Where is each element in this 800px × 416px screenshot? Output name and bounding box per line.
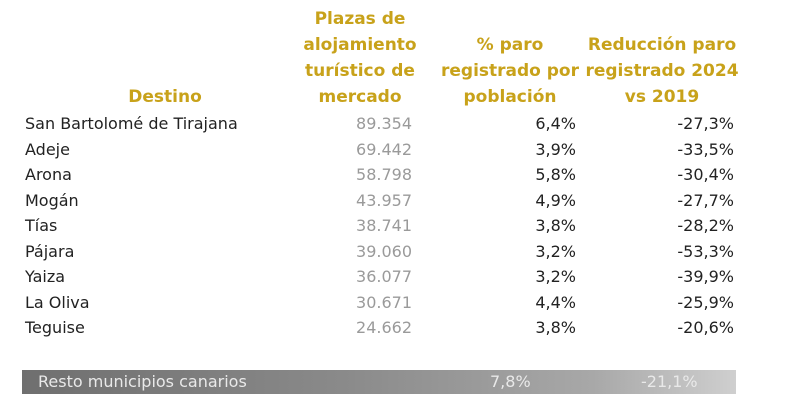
cell-destino: La Oliva bbox=[25, 292, 90, 312]
cell-destino: Adeje bbox=[25, 139, 70, 159]
cell-reduccion: -20,6% bbox=[677, 318, 734, 337]
cell-paro: 4,9% bbox=[535, 190, 576, 210]
cell-destino: Teguise bbox=[25, 318, 85, 337]
table-row: Tías 38.741 3,8% -28,2% bbox=[0, 213, 800, 239]
summary-row: Resto municipios canarios 7,8% -21,1% bbox=[22, 370, 736, 394]
table-row: Arona 58.798 5,8% -30,4% bbox=[0, 162, 800, 188]
header-plazas: Plazas de alojamiento turístico de merca… bbox=[303, 9, 417, 107]
cell-plazas: 43.957 bbox=[356, 190, 412, 210]
table-row: Pájara 39.060 3,2% -53,3% bbox=[0, 239, 800, 265]
table-row: Teguise 24.662 3,8% -20,6% bbox=[0, 315, 800, 341]
header-destino: Destino bbox=[128, 87, 202, 107]
table-row: Yaiza 36.077 3,2% -39,9% bbox=[0, 264, 800, 290]
cell-plazas: 30.671 bbox=[356, 292, 412, 312]
cell-plazas: 39.060 bbox=[356, 241, 412, 261]
cell-destino: San Bartolomé de Tirajana bbox=[25, 114, 238, 133]
cell-plazas: 89.354 bbox=[356, 114, 412, 133]
cell-destino: Pájara bbox=[25, 241, 75, 261]
cell-reduccion: -39,9% bbox=[677, 267, 734, 286]
cell-reduccion: -53,3% bbox=[677, 241, 734, 261]
cell-paro: 3,9% bbox=[535, 139, 576, 159]
cell-paro: 3,2% bbox=[535, 241, 576, 261]
table-row: San Bartolomé de Tirajana 89.354 6,4% -27,3… bbox=[0, 111, 800, 137]
cell-destino: Tías bbox=[25, 216, 58, 235]
table-row: Mogán 43.957 4,9% -27,7% bbox=[0, 188, 800, 214]
cell-plazas: 36.077 bbox=[356, 267, 412, 286]
cell-reduccion: -33,5% bbox=[677, 139, 734, 159]
cell-paro: 6,4% bbox=[535, 114, 576, 133]
cell-plazas: 24.662 bbox=[356, 318, 412, 337]
cell-reduccion: -25,9% bbox=[677, 292, 734, 312]
summary-paro: 7,8% bbox=[490, 372, 531, 391]
header-paro: % paro registrado por población bbox=[440, 35, 579, 107]
cell-reduccion: -27,3% bbox=[677, 114, 734, 133]
table-row: Adeje 69.442 3,9% -33,5% bbox=[0, 137, 800, 163]
cell-paro: 3,8% bbox=[535, 216, 576, 235]
header-reduccion: Reducción paro registrado 2024 vs 2019 bbox=[585, 35, 739, 107]
summary-label: Resto municipios canarios bbox=[38, 372, 247, 391]
cell-plazas: 38.741 bbox=[356, 216, 412, 235]
cell-reduccion: -30,4% bbox=[677, 165, 734, 184]
cell-destino: Mogán bbox=[25, 190, 79, 210]
cell-paro: 5,8% bbox=[535, 165, 576, 184]
data-table-body: San Bartolomé de Tirajana 89.354 6,4% -27,3… bbox=[0, 111, 800, 341]
cell-reduccion: -28,2% bbox=[677, 216, 734, 235]
summary-reduccion: -21,1% bbox=[641, 372, 698, 391]
cell-paro: 3,8% bbox=[535, 318, 576, 337]
cell-destino: Yaiza bbox=[25, 267, 66, 286]
cell-plazas: 58.798 bbox=[356, 165, 412, 184]
cell-destino: Arona bbox=[25, 165, 72, 184]
cell-paro: 4,4% bbox=[535, 292, 576, 312]
cell-plazas: 69.442 bbox=[356, 139, 412, 159]
cell-paro: 3,2% bbox=[535, 267, 576, 286]
cell-reduccion: -27,7% bbox=[677, 190, 734, 210]
table-row: La Oliva 30.671 4,4% -25,9% bbox=[0, 290, 800, 316]
